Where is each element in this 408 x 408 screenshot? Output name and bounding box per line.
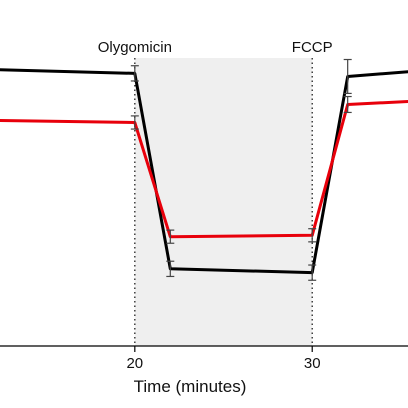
error-bar xyxy=(343,95,352,114)
error-bar xyxy=(343,58,352,95)
event-annotation: FCCP xyxy=(292,39,333,56)
error-bar xyxy=(308,228,317,243)
x-tick-label: 30 xyxy=(304,355,321,372)
error-bar xyxy=(166,229,175,244)
series-line xyxy=(0,68,408,275)
error-bar xyxy=(166,260,175,278)
series-line xyxy=(0,100,408,239)
x-tick-label: 20 xyxy=(126,355,143,372)
error-bar xyxy=(130,65,139,82)
error-bar xyxy=(130,115,139,130)
event-annotation: Olygomicin xyxy=(98,39,172,56)
x-axis-label: Time (minutes) xyxy=(134,377,247,396)
error-bar xyxy=(308,264,317,281)
shaded-region xyxy=(134,58,313,346)
